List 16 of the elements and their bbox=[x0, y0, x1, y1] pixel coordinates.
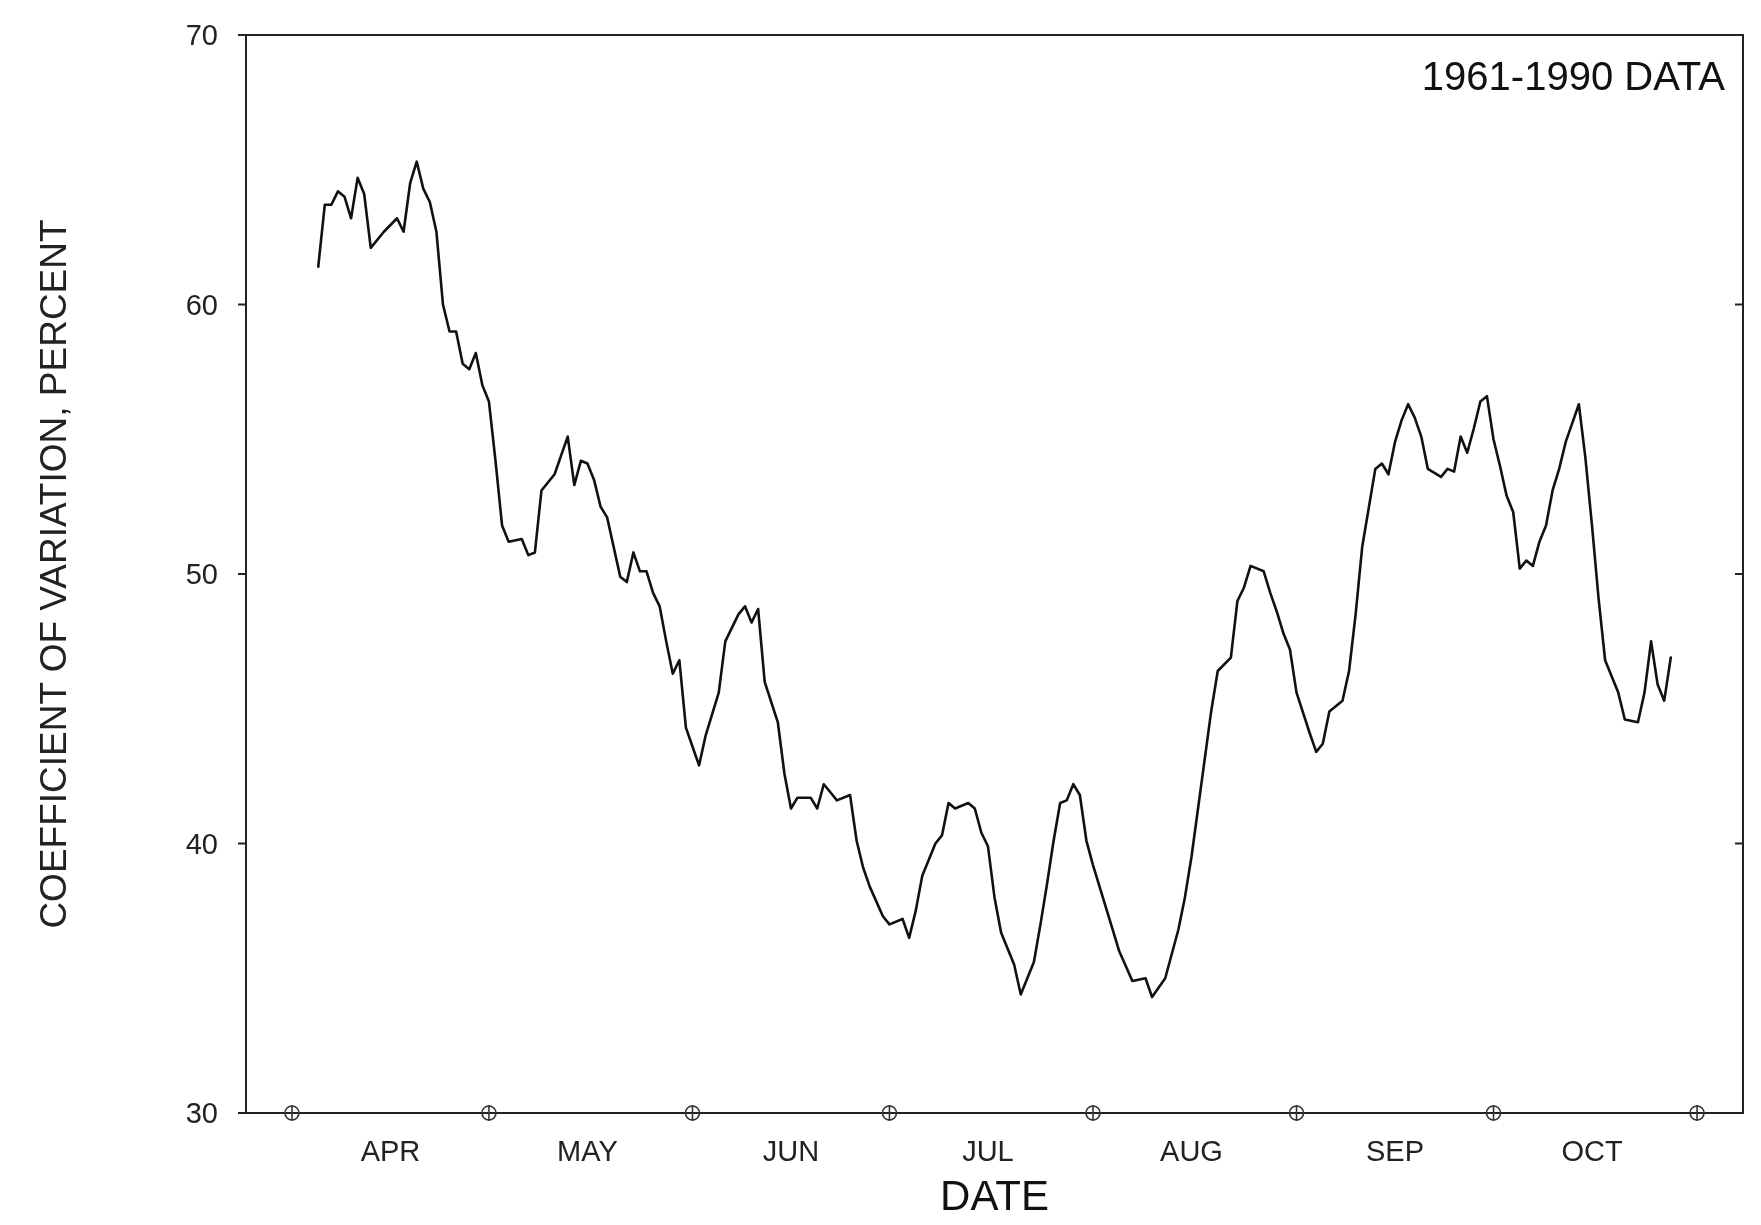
x-tick-label: SEP bbox=[1366, 1135, 1425, 1167]
x-tick-label: MAY bbox=[557, 1135, 618, 1167]
y-tick-label: 60 bbox=[185, 288, 218, 321]
y-tick-label: 70 bbox=[185, 19, 218, 51]
annotation: 1961-1990 DATA bbox=[1421, 54, 1726, 98]
x-axis-title: DATE bbox=[940, 1172, 1049, 1219]
x-tick-label: OCT bbox=[1561, 1135, 1623, 1167]
y-tick-label: 40 bbox=[185, 827, 218, 860]
y-axis-title: COEFFICIENT OF VARIATION, PERCENT bbox=[33, 219, 74, 929]
x-tick-label: JUL bbox=[962, 1135, 1014, 1167]
line-series bbox=[316, 160, 1673, 999]
x-tick-label: AUG bbox=[1160, 1135, 1223, 1167]
x-tick-label: APR bbox=[360, 1135, 421, 1167]
y-tick-label: 30 bbox=[185, 1097, 218, 1129]
x-tick-label: JUN bbox=[762, 1135, 820, 1167]
y-tick-label: 50 bbox=[185, 558, 218, 590]
